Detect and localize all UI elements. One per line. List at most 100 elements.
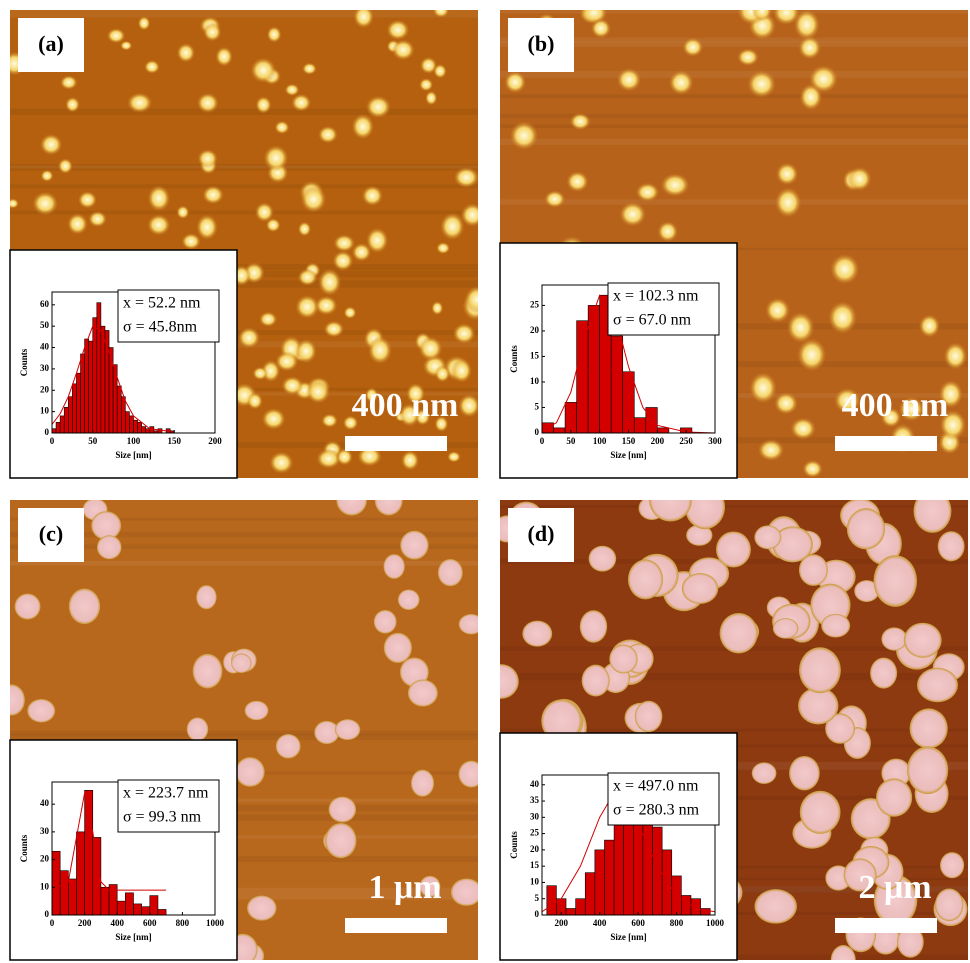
particle	[352, 114, 375, 140]
y-tick-label: 10	[530, 376, 540, 386]
particle	[917, 668, 958, 703]
particle	[433, 4, 449, 18]
particle	[386, 20, 409, 41]
particle	[617, 68, 641, 92]
particle	[544, 190, 565, 207]
particle	[127, 92, 152, 113]
particle	[60, 75, 78, 89]
x-tick-label: 0	[50, 436, 55, 446]
x-axis-label: Size [nm]	[115, 450, 151, 460]
particle	[458, 394, 480, 417]
stats-text: x = 497.0 nm	[613, 778, 699, 795]
particle	[197, 149, 218, 168]
figure: (a)400 nm0501001502000102030405060Size […	[0, 0, 970, 963]
hist-bar	[681, 895, 691, 915]
particle	[247, 392, 263, 409]
particle	[830, 254, 859, 285]
x-axis-label: Size [nm]	[610, 450, 646, 460]
hist-bar	[566, 908, 576, 915]
particle	[881, 627, 907, 650]
particle	[276, 734, 301, 758]
hist-bar	[150, 896, 158, 915]
x-tick-label: 1000	[206, 918, 225, 928]
hist-bar	[158, 429, 162, 433]
particle	[935, 889, 963, 922]
particle	[91, 511, 121, 540]
y-tick-label: 20	[530, 325, 540, 335]
particle	[459, 614, 484, 634]
particle	[259, 312, 277, 327]
particle	[451, 358, 472, 382]
particle	[368, 336, 392, 364]
hist-bar	[52, 429, 56, 433]
particle	[366, 96, 391, 119]
particle	[202, 185, 224, 204]
particle	[245, 701, 269, 720]
scan-stripe	[500, 124, 968, 127]
particle	[97, 535, 122, 559]
particle	[147, 214, 170, 236]
particle	[510, 121, 539, 150]
particle	[685, 485, 725, 529]
particle	[737, 48, 759, 66]
hist-bar	[134, 904, 142, 915]
particle	[790, 417, 816, 439]
x-tick-label: 200	[78, 918, 92, 928]
x-axis-label: Size [nm]	[610, 932, 646, 942]
hist-bar	[588, 305, 600, 433]
hist-bar	[85, 790, 93, 915]
y-tick-label: 30	[40, 826, 50, 836]
particle	[454, 167, 479, 188]
particle	[809, 65, 838, 93]
hist-bar	[60, 871, 68, 915]
hist-bar	[611, 336, 623, 433]
particle	[203, 23, 221, 42]
hist-bar	[81, 354, 85, 433]
particle	[255, 202, 274, 222]
particle	[274, 121, 289, 134]
hist-bar	[585, 873, 595, 915]
particle	[408, 680, 438, 707]
particle	[716, 531, 751, 567]
particle	[262, 408, 286, 430]
particle	[384, 554, 405, 579]
x-tick-label: 400	[593, 918, 607, 928]
hist-bar	[52, 851, 60, 915]
x-tick-label: 100	[593, 436, 607, 446]
x-tick-label: 200	[651, 436, 665, 446]
particle	[914, 490, 952, 533]
y-tick-label: 25	[530, 299, 540, 309]
particle	[366, 227, 389, 253]
particle	[400, 531, 428, 560]
scale-bar	[835, 918, 937, 933]
stats-text: x = 102.3 nm	[613, 288, 699, 305]
particle	[281, 376, 303, 395]
y-tick-label: 20	[40, 384, 50, 394]
particle	[720, 613, 758, 653]
particle	[197, 93, 219, 113]
particle	[649, 479, 692, 522]
scale-label: 400 nm	[842, 387, 949, 424]
particle	[944, 342, 968, 370]
particle	[451, 878, 482, 905]
y-tick-label: 50	[40, 320, 50, 330]
particle	[325, 823, 356, 858]
particle	[775, 187, 802, 217]
particle	[465, 286, 490, 313]
particle	[919, 314, 940, 337]
stats-text: σ = 67.0 nm	[613, 312, 692, 329]
y-tick-label: 0	[45, 909, 50, 919]
scale-bar	[345, 918, 447, 933]
hist-bar	[101, 326, 105, 433]
stats-text: x = 223.7 nm	[123, 785, 209, 802]
hist-bar	[72, 384, 76, 433]
hist-bar	[150, 427, 154, 433]
scale-label: 400 nm	[352, 387, 459, 424]
particle	[247, 895, 277, 920]
scan-stripe	[500, 139, 968, 145]
particle	[298, 222, 311, 237]
particle	[848, 167, 872, 191]
particle	[438, 559, 463, 586]
hist-bar	[97, 303, 101, 433]
hist-bar	[134, 420, 138, 433]
